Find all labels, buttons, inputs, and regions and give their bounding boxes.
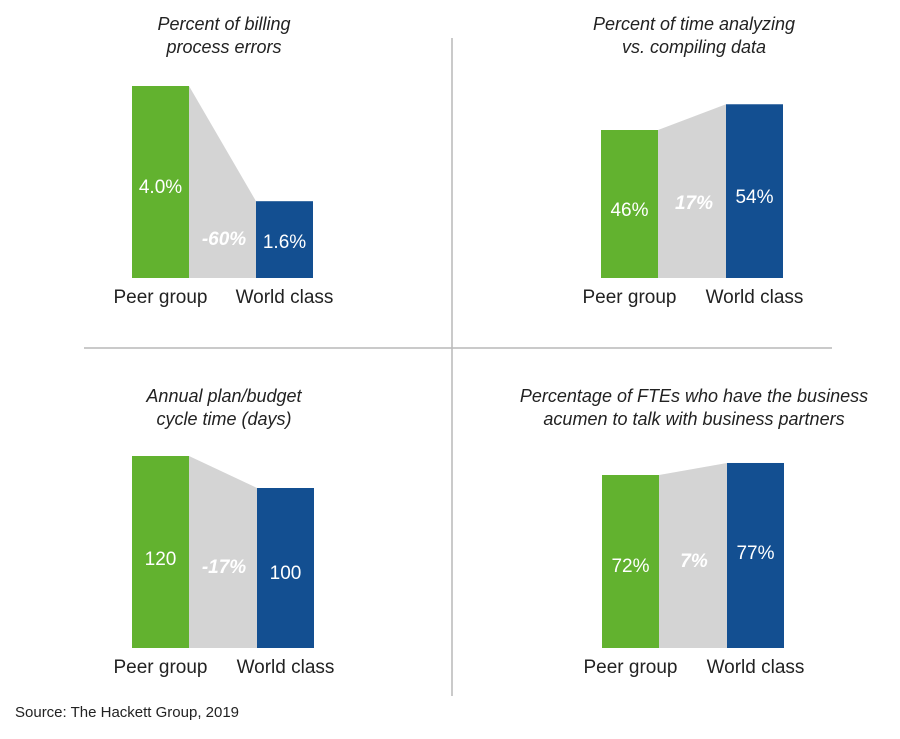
difference-label: 17% <box>675 193 713 214</box>
difference-connector <box>189 456 257 648</box>
world-class-bar <box>726 104 783 278</box>
category-label-peer-group: Peer group <box>113 657 207 678</box>
category-label-world-class: World class <box>236 287 334 308</box>
world-class-value-label: 54% <box>735 187 773 208</box>
category-label-world-class: World class <box>707 657 805 678</box>
peer-group-value-label: 4.0% <box>139 177 182 198</box>
world-class-bar <box>727 462 784 648</box>
peer-group-bar <box>601 130 658 278</box>
chart-title-line: cycle time (days) <box>156 409 291 429</box>
chart-title-line: process errors <box>165 37 281 57</box>
chart-title-line: Percentage of FTEs who have the business <box>520 386 868 406</box>
world-class-value-label: 100 <box>270 563 302 584</box>
chart-panel: Percent of billing process errors 4.0% 1.6%… <box>113 14 333 308</box>
chart-title-line: vs. compiling data <box>622 37 766 57</box>
category-label-peer-group: Peer group <box>582 287 676 308</box>
peer-group-bar <box>132 86 189 278</box>
world-class-bar <box>256 201 313 278</box>
chart-panel: Annual plan/budget cycle time (days) 120 10… <box>113 386 334 678</box>
chart-panel: Percent of time analyzing vs. compiling d… <box>582 14 803 308</box>
difference-connector <box>189 86 256 278</box>
chart-title-line: Percent of time analyzing <box>593 14 795 34</box>
peer-group-value-label: 72% <box>611 556 649 577</box>
chart-title-line: Annual plan/budget <box>145 386 302 406</box>
difference-label: -17% <box>202 557 246 578</box>
peer-group-bar <box>602 475 659 648</box>
peer-group-bar <box>132 456 189 648</box>
peer-group-value-label: 46% <box>610 200 648 221</box>
world-class-value-label: 77% <box>736 543 774 564</box>
chart-title-line: Percent of billing <box>157 14 290 34</box>
category-label-world-class: World class <box>706 287 804 308</box>
world-class-bar <box>257 488 314 648</box>
peer-group-value-label: 120 <box>145 549 177 570</box>
category-label-peer-group: Peer group <box>113 287 207 308</box>
world-class-value-label: 1.6% <box>263 232 306 253</box>
difference-label: -60% <box>202 229 246 250</box>
source-note: Source: The Hackett Group, 2019 <box>15 704 239 721</box>
chart-title-line: acumen to talk with business partners <box>543 409 844 429</box>
category-label-world-class: World class <box>237 657 335 678</box>
category-label-peer-group: Peer group <box>583 657 677 678</box>
difference-label: 7% <box>680 551 708 572</box>
difference-connector <box>658 104 726 278</box>
chart-panel: Percentage of FTEs who have the business… <box>520 386 868 678</box>
difference-connector <box>659 462 727 648</box>
